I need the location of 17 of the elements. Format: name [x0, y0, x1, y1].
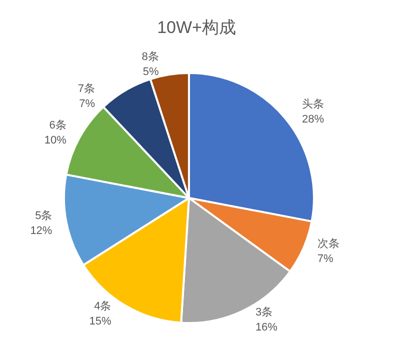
slice-label: 6条	[49, 119, 66, 132]
slice-label: 7条	[78, 83, 96, 96]
data-label: 10%	[44, 134, 67, 146]
data-label: 7%	[317, 253, 334, 265]
slice-label: 5条	[35, 210, 52, 222]
slice-label: 8条	[142, 51, 159, 64]
data-label: 5%	[142, 66, 160, 78]
slice-label: 头条	[302, 97, 324, 110]
data-label: 7%	[79, 98, 96, 110]
slice-label: 次条	[317, 238, 340, 250]
chart-title: 10W+构成	[157, 18, 236, 37]
data-label: 28%	[302, 113, 324, 126]
data-label: 12%	[30, 224, 52, 237]
data-label: 16%	[255, 322, 278, 334]
data-label: 15%	[89, 316, 112, 328]
slice-label: 4条	[94, 300, 112, 313]
slice-label: 3条	[255, 306, 273, 318]
